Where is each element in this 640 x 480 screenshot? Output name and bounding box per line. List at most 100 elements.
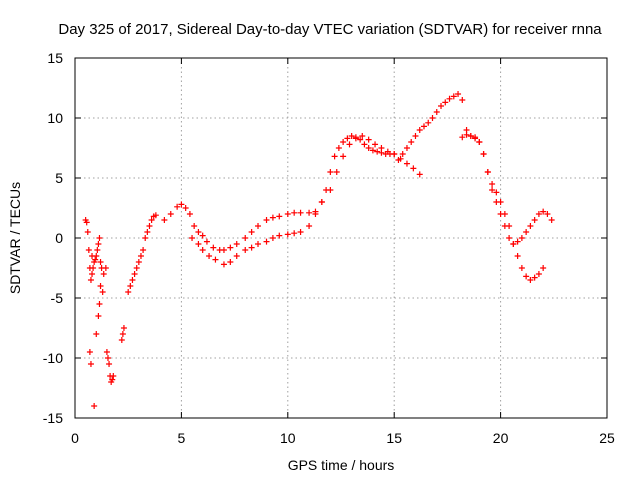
data-point [95,241,102,247]
data-point [83,219,90,226]
data-point [540,265,547,271]
data-point [152,212,159,219]
data-point [527,277,534,283]
data-point [514,238,521,245]
data-point [142,235,149,241]
data-point [276,213,283,220]
data-point [331,153,338,160]
data-point [89,271,96,277]
data-point [263,217,270,223]
data-point [312,211,319,217]
data-point [523,273,530,280]
data-point [514,253,521,259]
data-point [120,325,127,331]
data-point [227,259,234,265]
data-point [412,133,419,139]
data-point [255,223,262,229]
data-point [284,231,291,238]
data-point [378,145,385,151]
data-point [206,253,213,259]
data-point [242,235,249,241]
data-point [104,355,111,361]
y-tick-label: 0 [55,230,63,246]
y-tick-label: 15 [47,50,63,66]
data-point [131,271,138,277]
data-point [540,208,547,215]
data-point [531,217,538,223]
data-point [467,133,474,139]
data-point [133,265,140,271]
data-point [438,103,445,109]
data-point [446,95,453,102]
data-point [416,127,423,133]
data-point [346,141,353,148]
y-tick-label: 5 [55,170,63,186]
data-point [335,145,342,151]
data-point [119,331,126,337]
data-point [501,211,508,217]
data-point [442,99,449,106]
data-point [476,139,483,145]
data-point [527,223,534,229]
data-point [203,238,210,245]
data-point [148,217,155,223]
data-point [493,189,500,196]
data-point [497,199,504,205]
data-point [531,274,538,281]
x-axis-label: GPS time / hours [288,457,395,473]
data-point [212,256,219,263]
data-point [276,232,283,239]
data-point [340,153,347,160]
data-point [297,229,304,235]
data-point [357,136,364,143]
data-point [372,141,379,148]
data-point [391,151,398,157]
data-point [248,229,255,235]
data-point [118,337,125,343]
data-point [348,133,355,139]
data-point [333,169,340,175]
data-point [189,235,196,241]
data-point [416,171,423,178]
data-point [463,131,470,138]
data-point [94,247,101,253]
data-point [455,91,462,97]
data-point [174,203,181,210]
data-point [97,259,104,265]
data-point [99,289,106,295]
x-tick-label: 25 [599,430,615,446]
data-point [93,331,100,337]
y-tick-label: 10 [47,110,63,126]
data-point [365,136,372,143]
data-point [269,235,276,241]
data-point [146,223,153,229]
data-point [480,151,487,157]
data-point [535,211,542,217]
y-tick-label: -5 [51,290,64,306]
data-point [84,229,91,235]
data-point [182,205,189,211]
data-point [291,209,298,216]
data-point [535,271,542,277]
data-point [384,148,391,155]
data-point [85,247,92,253]
data-point [489,181,496,187]
data-point [178,201,185,208]
data-point [195,241,202,247]
x-tick-label: 15 [386,430,402,446]
data-point [109,376,116,383]
data-point [233,241,240,247]
data-point [523,229,530,235]
data-point [242,247,249,253]
data-point [352,135,359,142]
data-point [269,214,276,221]
data-point [255,241,262,247]
data-point [199,232,206,239]
x-tick-label: 10 [280,430,296,446]
data-point [195,229,202,235]
data-point [96,235,103,241]
data-point [420,123,427,130]
data-point [135,259,142,265]
data-point [425,119,432,126]
data-point [263,238,270,245]
